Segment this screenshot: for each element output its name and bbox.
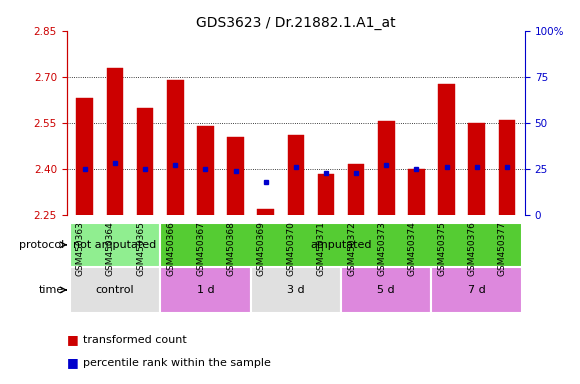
Text: ■: ■ — [67, 333, 78, 346]
Text: GSM450376: GSM450376 — [467, 221, 477, 276]
Text: 3 d: 3 d — [287, 285, 305, 295]
Bar — [107, 68, 123, 215]
Bar — [378, 121, 394, 215]
Text: GSM450366: GSM450366 — [166, 221, 175, 276]
Text: GSM450367: GSM450367 — [197, 221, 205, 276]
Bar — [341, 267, 432, 313]
Title: GDS3623 / Dr.21882.1.A1_at: GDS3623 / Dr.21882.1.A1_at — [196, 16, 396, 30]
Text: 1 d: 1 d — [197, 285, 214, 295]
Bar — [70, 223, 160, 267]
Bar — [160, 267, 251, 313]
Bar — [288, 135, 304, 215]
Text: GSM450373: GSM450373 — [377, 221, 386, 276]
Text: amputated: amputated — [310, 240, 372, 250]
Text: ■: ■ — [67, 356, 78, 369]
Bar — [318, 174, 334, 215]
Bar — [70, 267, 160, 313]
Bar — [77, 98, 93, 215]
Text: 5 d: 5 d — [378, 285, 395, 295]
Bar — [438, 84, 455, 215]
Bar — [258, 209, 274, 215]
Bar — [137, 108, 153, 215]
Bar — [160, 223, 522, 267]
Text: transformed count: transformed count — [83, 335, 187, 345]
Bar — [408, 169, 425, 215]
Bar — [197, 126, 213, 215]
Bar — [167, 80, 183, 215]
Text: GSM450371: GSM450371 — [317, 221, 326, 276]
Bar — [251, 267, 341, 313]
Text: GSM450364: GSM450364 — [106, 221, 115, 276]
Text: GSM450369: GSM450369 — [257, 221, 266, 276]
Text: GSM450370: GSM450370 — [287, 221, 296, 276]
Text: GSM450365: GSM450365 — [136, 221, 145, 276]
Bar — [348, 164, 364, 215]
Bar — [499, 120, 515, 215]
Text: GSM450372: GSM450372 — [347, 221, 356, 276]
Text: control: control — [96, 285, 134, 295]
Text: percentile rank within the sample: percentile rank within the sample — [83, 358, 271, 368]
Text: GSM450363: GSM450363 — [76, 221, 85, 276]
Bar — [469, 123, 485, 215]
Text: GSM450375: GSM450375 — [437, 221, 447, 276]
Bar — [227, 137, 244, 215]
Bar — [432, 267, 522, 313]
Text: GSM450374: GSM450374 — [407, 221, 416, 276]
Text: GSM450368: GSM450368 — [227, 221, 235, 276]
Text: protocol: protocol — [19, 240, 64, 250]
Text: time: time — [38, 285, 64, 295]
Text: GSM450377: GSM450377 — [498, 221, 507, 276]
Text: 7 d: 7 d — [468, 285, 485, 295]
Text: not amputated: not amputated — [73, 240, 157, 250]
